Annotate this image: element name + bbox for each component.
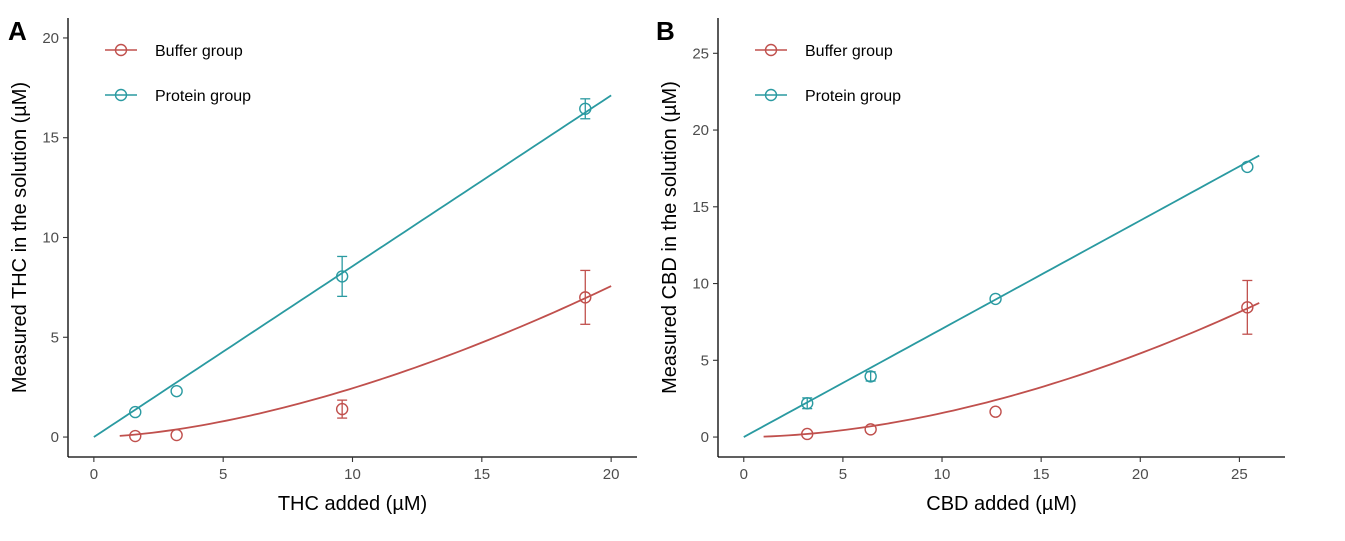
y-axis-title: Measured CBD in the solution (µM): [659, 81, 681, 394]
x-tick-label: 0: [90, 466, 98, 483]
panel-b: B 0 5 10 15 20 25 0 5 10 15 20 25 CBD added (µM) Measu…: [656, 16, 1285, 515]
x-tick-label: 20: [1132, 466, 1149, 483]
data-point: [170, 384, 183, 398]
y-tick-label: 20: [692, 122, 709, 139]
legend-label: Protein group: [155, 88, 251, 105]
y-tick-label: 25: [692, 45, 709, 62]
legend-marker-buffer: [114, 43, 128, 57]
x-tick-label: 5: [839, 466, 847, 483]
y-tick-label: 5: [51, 329, 59, 346]
data-point: [864, 423, 877, 436]
data-point: [801, 397, 814, 410]
data-point: [864, 370, 877, 383]
legend-marker-buffer: [764, 43, 778, 57]
data-point: [335, 270, 349, 283]
y-tick-label: 15: [692, 199, 709, 216]
series-protein: [743, 154, 1260, 438]
y-tick-label: 5: [701, 352, 709, 369]
fit-line-protein: [743, 154, 1260, 438]
data-point: [129, 405, 142, 419]
legend-marker-protein: [764, 88, 778, 102]
legend-label: Buffer group: [805, 43, 893, 60]
x-axis-title: THC added (µM): [278, 493, 427, 515]
panel-label: A: [8, 16, 27, 46]
y-tick-label: 0: [51, 429, 59, 446]
data-point: [579, 291, 592, 304]
legend-marker-protein: [114, 88, 128, 102]
legend-label: Buffer group: [155, 43, 243, 60]
x-tick-label: 15: [1033, 466, 1050, 483]
legend-label: Protein group: [805, 88, 901, 105]
x-tick-label: 10: [344, 466, 361, 483]
series-buffer: [119, 269, 612, 443]
data-point: [129, 429, 142, 443]
data-point: [989, 292, 1002, 306]
y-axis-title: Measured THC in the solution (µM): [9, 82, 31, 393]
panel-a: A 0 5 10 15 20 0 5 10 15 20 THC added (µM) Measured …: [8, 16, 637, 515]
y-tick-label: 15: [42, 130, 59, 147]
data-point: [1241, 160, 1254, 174]
x-tick-label: 20: [603, 466, 620, 483]
y-tick-label: 0: [701, 429, 709, 446]
panel-label: B: [656, 16, 675, 46]
fit-line-protein: [93, 94, 612, 438]
x-axis-title: CBD added (µM): [926, 493, 1076, 515]
x-tick-label: 5: [219, 466, 227, 483]
data-point: [801, 427, 814, 441]
x-tick-label: 15: [473, 466, 490, 483]
series-buffer: [763, 279, 1260, 441]
x-tick-label: 10: [934, 466, 951, 483]
fit-line-buffer: [119, 285, 612, 437]
data-point: [579, 102, 592, 115]
fit-line-buffer: [763, 302, 1260, 438]
data-point: [989, 405, 1002, 418]
series-protein: [93, 94, 612, 438]
data-point: [1241, 301, 1254, 314]
data-point: [335, 402, 349, 416]
x-tick-label: 0: [740, 466, 748, 483]
y-tick-label: 10: [692, 276, 709, 293]
y-tick-label: 20: [42, 30, 59, 47]
x-tick-label: 25: [1231, 466, 1248, 483]
y-tick-label: 10: [42, 230, 59, 247]
data-point: [170, 428, 183, 442]
